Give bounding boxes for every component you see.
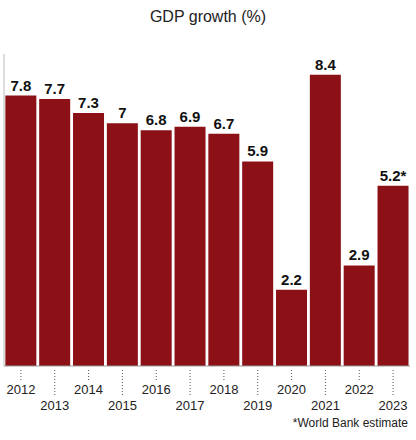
svg-text:7.7: 7.7 xyxy=(44,80,65,97)
svg-text:2.9: 2.9 xyxy=(349,246,370,263)
svg-text:7.8: 7.8 xyxy=(10,77,31,94)
svg-text:2020: 2020 xyxy=(277,382,306,397)
svg-text:7: 7 xyxy=(118,104,126,121)
svg-text:2012: 2012 xyxy=(6,382,35,397)
svg-text:8.4: 8.4 xyxy=(315,56,337,73)
svg-text:5.9: 5.9 xyxy=(247,142,268,159)
svg-text:2.2: 2.2 xyxy=(281,271,302,288)
svg-text:2014: 2014 xyxy=(74,382,103,397)
svg-text:5.2*: 5.2* xyxy=(380,167,407,184)
svg-text:2021: 2021 xyxy=(311,398,340,412)
svg-text:6.8: 6.8 xyxy=(146,111,167,128)
svg-text:6.9: 6.9 xyxy=(180,108,201,125)
html-text:GDP growth (%): GDP growth (%) xyxy=(149,8,267,25)
svg-text:2016: 2016 xyxy=(142,382,171,397)
svg-text:7.3: 7.3 xyxy=(78,94,99,111)
svg-text:2018: 2018 xyxy=(209,382,238,397)
svg-text:2013: 2013 xyxy=(40,398,69,412)
svg-text:2015: 2015 xyxy=(108,398,137,412)
svg-text:2023: 2023 xyxy=(379,398,408,412)
svg-text:2017: 2017 xyxy=(176,398,205,412)
svg-text:2022: 2022 xyxy=(345,382,374,397)
html-text:*World Bank estimate: *World Bank estimate xyxy=(292,416,408,430)
svg-text:2019: 2019 xyxy=(243,398,272,412)
svg-text:6.7: 6.7 xyxy=(213,115,234,132)
